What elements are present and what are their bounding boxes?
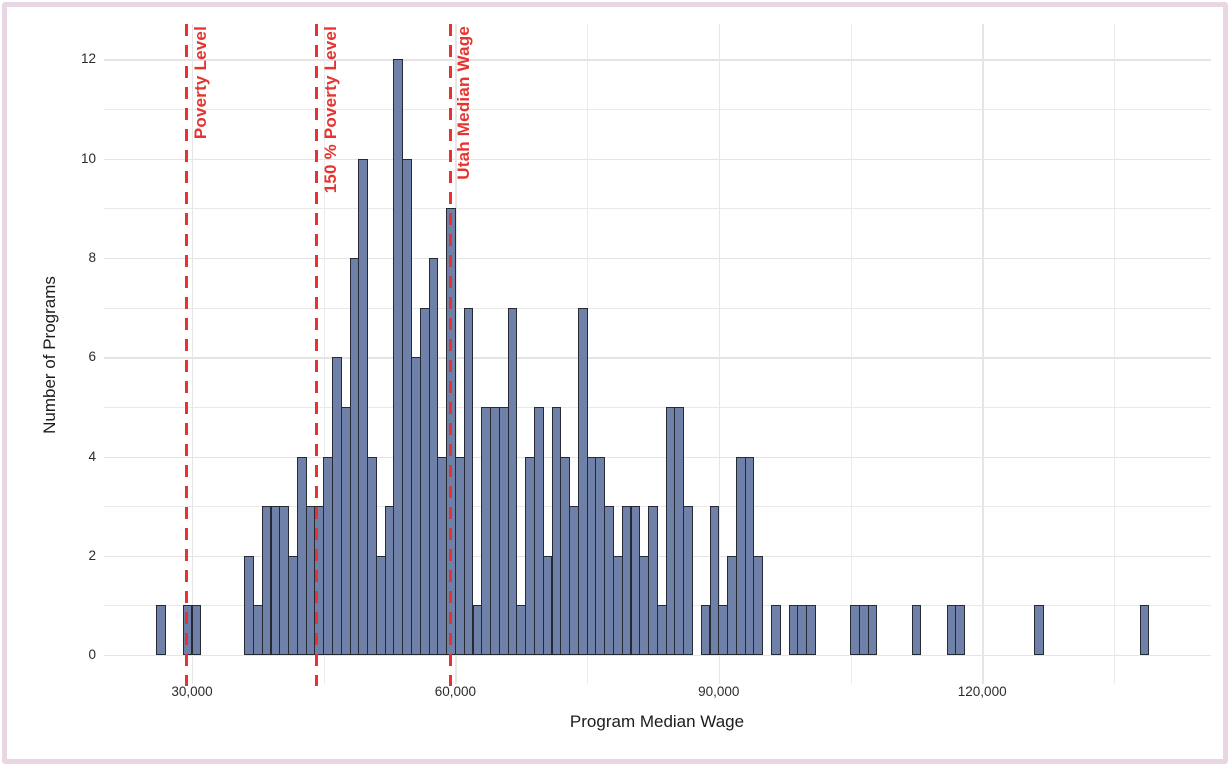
y-gridline	[104, 59, 1211, 61]
x-gridline	[192, 24, 194, 684]
histogram-bar	[867, 605, 878, 655]
histogram-bar	[806, 605, 816, 655]
reference-line-label: 150 % Poverty Level	[320, 26, 340, 194]
histogram-bar	[648, 506, 658, 655]
y-gridline	[104, 655, 1211, 657]
histogram-bar	[771, 605, 781, 655]
x-tick-label: 120,000	[957, 684, 1007, 699]
y-gridline	[104, 307, 1211, 309]
y-gridline	[104, 109, 1211, 111]
histogram-bar	[683, 506, 693, 655]
x-gridline	[1113, 24, 1115, 684]
reference-line	[448, 24, 452, 686]
histogram-bar	[911, 605, 922, 655]
y-tick-label: 4	[88, 448, 96, 464]
y-tick-label: 10	[80, 150, 96, 166]
x-gridline	[982, 24, 984, 684]
y-gridline	[104, 208, 1211, 210]
x-gridline	[455, 24, 457, 684]
x-tick-label: 30,000	[171, 684, 213, 699]
histogram-bar	[955, 605, 966, 655]
reference-line	[185, 24, 189, 686]
histogram-bar	[533, 406, 544, 656]
histogram-bar	[156, 605, 167, 655]
x-tick-label: 60,000	[434, 684, 477, 699]
x-gridline	[323, 24, 325, 684]
y-gridline	[104, 406, 1211, 408]
reference-line-label: Poverty Level	[190, 26, 210, 140]
y-tick-label: 8	[88, 250, 96, 265]
y-tick-label: 12	[80, 51, 96, 67]
y-gridline	[104, 158, 1211, 161]
histogram-bar	[709, 506, 720, 655]
histogram-bar	[358, 158, 369, 655]
x-gridline	[587, 24, 589, 684]
y-gridline	[104, 357, 1211, 359]
y-axis-title: Number of Programs	[40, 276, 59, 434]
y-tick-label: 6	[88, 349, 96, 365]
x-gridline	[718, 24, 721, 684]
y-gridline	[104, 456, 1211, 458]
histogram-bar	[191, 605, 202, 655]
reference-line-label: Utah Median Wage	[454, 26, 474, 180]
x-gridline	[850, 24, 852, 684]
y-tick-label: 2	[88, 547, 96, 563]
histogram-bar	[507, 307, 518, 655]
histogram-bar	[463, 307, 474, 655]
y-gridline	[104, 258, 1211, 260]
histogram-bar	[244, 555, 254, 655]
x-tick-label: 90,000	[698, 684, 740, 699]
histogram-bar	[753, 555, 764, 655]
x-axis-title: Program Median Wage	[569, 712, 745, 731]
histogram-bar	[1034, 605, 1045, 655]
reference-line	[315, 24, 319, 686]
y-tick-label: 0	[88, 647, 96, 662]
histogram-bar	[1139, 605, 1150, 655]
